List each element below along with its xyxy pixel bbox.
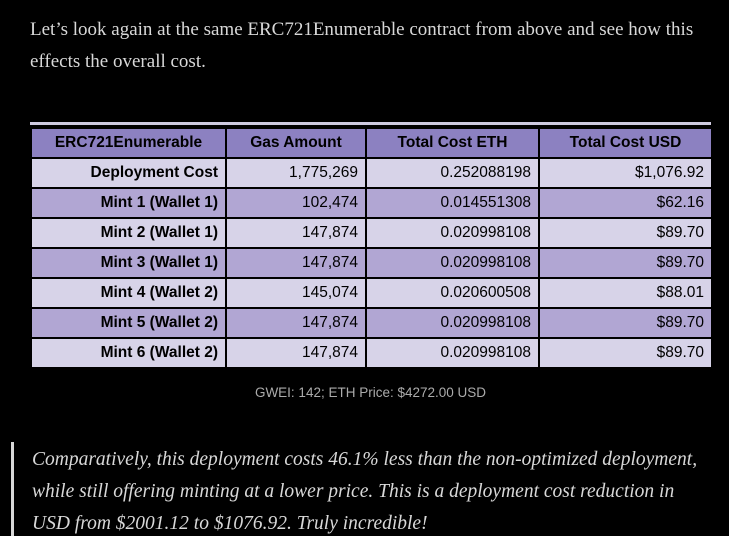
row-label: Mint 1 (Wallet 1) — [30, 187, 227, 219]
row-label: Mint 6 (Wallet 2) — [30, 337, 227, 369]
cell-eth: 0.020998108 — [365, 337, 540, 369]
table-row: Mint 4 (Wallet 2) 145,074 0.020600508 $8… — [30, 277, 713, 309]
cell-gas: 147,874 — [225, 337, 367, 369]
cost-table: ERC721Enumerable Gas Amount Total Cost E… — [30, 127, 713, 369]
row-label: Mint 3 (Wallet 1) — [30, 247, 227, 279]
cell-eth: 0.020998108 — [365, 307, 540, 339]
table-top-strip — [30, 122, 711, 125]
blockquote: Comparatively, this deployment costs 46.… — [11, 442, 709, 536]
table-row: Deployment Cost 1,775,269 0.252088198 $1… — [30, 157, 713, 189]
cell-gas: 145,074 — [225, 277, 367, 309]
cell-gas: 147,874 — [225, 217, 367, 249]
cost-table-figure: ERC721Enumerable Gas Amount Total Cost E… — [30, 122, 713, 369]
table-row: Mint 1 (Wallet 1) 102,474 0.014551308 $6… — [30, 187, 713, 219]
cell-usd: $89.70 — [538, 337, 713, 369]
table-row: Mint 6 (Wallet 2) 147,874 0.020998108 $8… — [30, 337, 713, 369]
cell-usd: $89.70 — [538, 247, 713, 279]
cell-gas: 102,474 — [225, 187, 367, 219]
row-label: Mint 4 (Wallet 2) — [30, 277, 227, 309]
cell-usd: $62.16 — [538, 187, 713, 219]
header-total-cost-usd: Total Cost USD — [538, 127, 713, 159]
table-row: Mint 3 (Wallet 1) 147,874 0.020998108 $8… — [30, 247, 713, 279]
header-total-cost-eth: Total Cost ETH — [365, 127, 540, 159]
cell-gas: 1,775,269 — [225, 157, 367, 189]
cell-usd: $88.01 — [538, 277, 713, 309]
cell-eth: 0.020998108 — [365, 217, 540, 249]
cell-eth: 0.020600508 — [365, 277, 540, 309]
cell-usd: $89.70 — [538, 217, 713, 249]
table-row: Mint 2 (Wallet 1) 147,874 0.020998108 $8… — [30, 217, 713, 249]
cost-table-header-row: ERC721Enumerable Gas Amount Total Cost E… — [30, 127, 713, 159]
row-label: Mint 2 (Wallet 1) — [30, 217, 227, 249]
cell-gas: 147,874 — [225, 247, 367, 279]
header-gas-amount: Gas Amount — [225, 127, 367, 159]
cell-usd: $89.70 — [538, 307, 713, 339]
cell-usd: $1,076.92 — [538, 157, 713, 189]
intro-paragraph: Let’s look again at the same ERC721Enume… — [30, 19, 694, 72]
row-label: Deployment Cost — [30, 157, 227, 189]
row-label: Mint 5 (Wallet 2) — [30, 307, 227, 339]
cell-gas: 147,874 — [225, 307, 367, 339]
cell-eth: 0.252088198 — [365, 157, 540, 189]
table-row: Mint 5 (Wallet 2) 147,874 0.020998108 $8… — [30, 307, 713, 339]
cell-eth: 0.014551308 — [365, 187, 540, 219]
table-caption: GWEI: 142; ETH Price: $4272.00 USD — [254, 385, 487, 400]
header-contract: ERC721Enumerable — [30, 127, 227, 159]
cell-eth: 0.020998108 — [365, 247, 540, 279]
